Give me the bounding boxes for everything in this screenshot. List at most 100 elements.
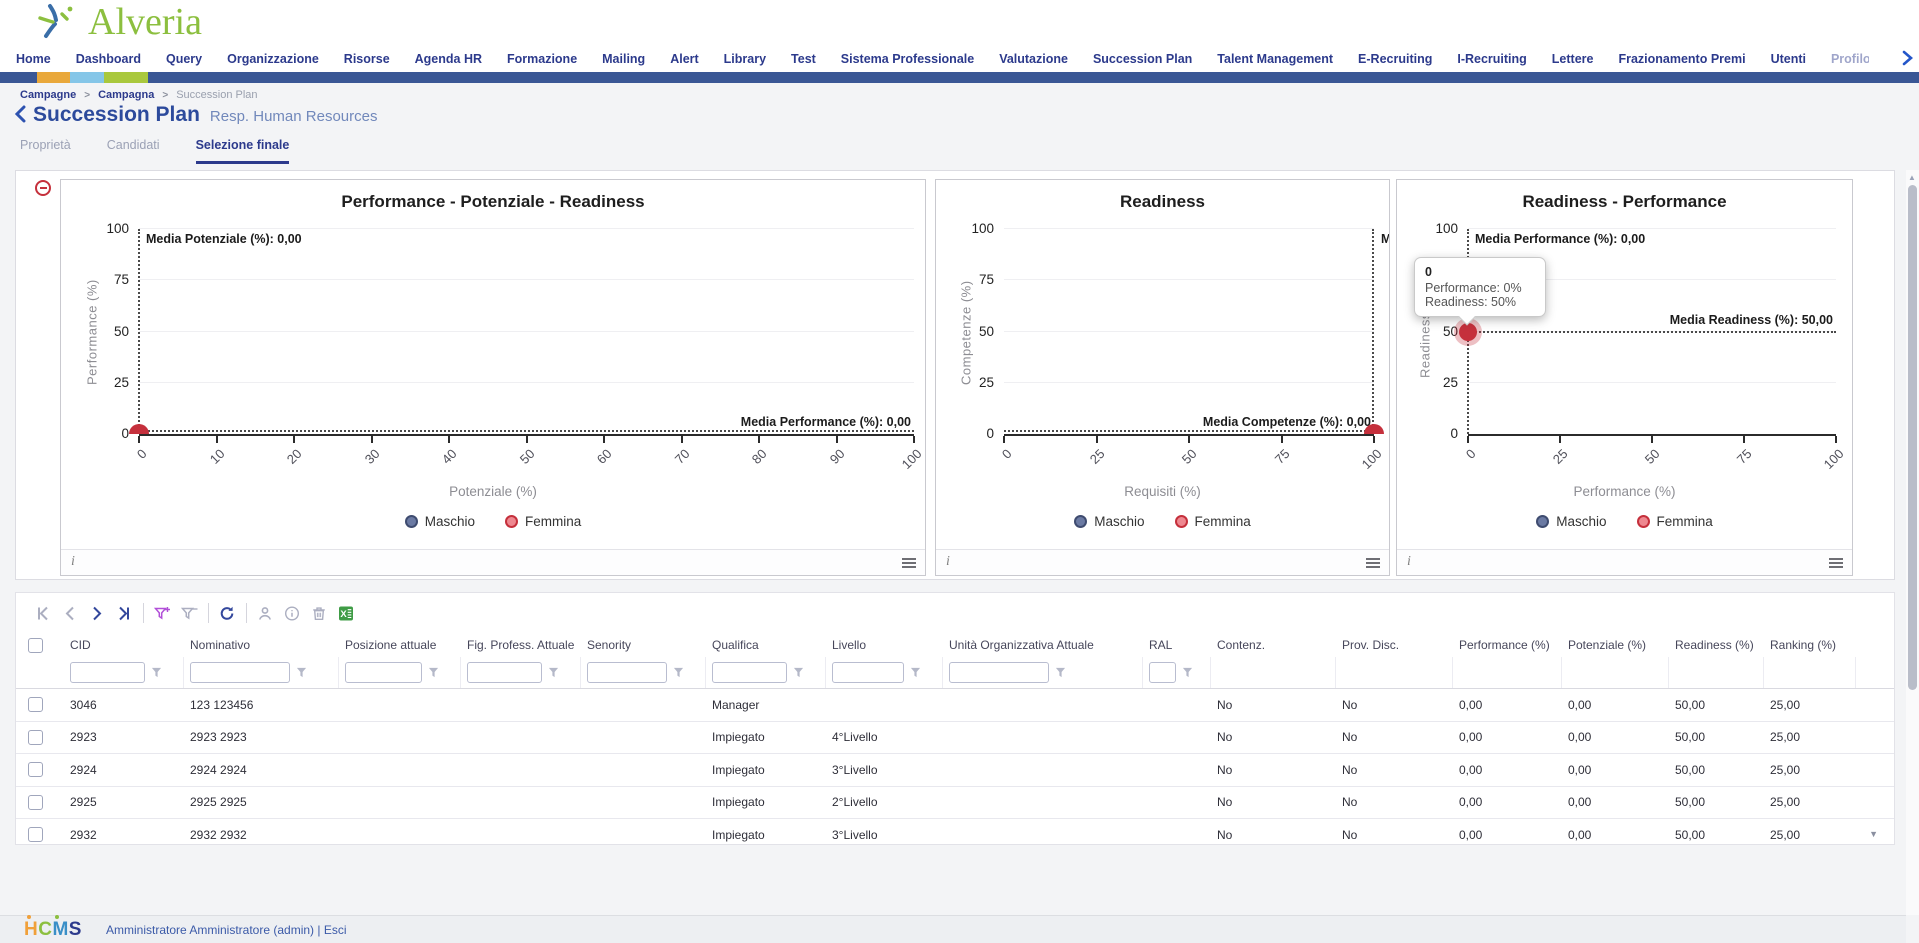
tab-propriet[interactable]: Proprietà xyxy=(20,138,71,152)
tab-candidati[interactable]: Candidati xyxy=(106,138,160,152)
filter-funnel-icon[interactable] xyxy=(910,667,921,678)
data-point[interactable] xyxy=(1364,424,1384,434)
nav-item-test[interactable]: Test xyxy=(791,52,816,66)
refresh-icon[interactable] xyxy=(214,602,241,624)
column-header-potenziale[interactable]: Potenziale (%) xyxy=(1568,638,1647,652)
user-icon[interactable] xyxy=(252,602,279,624)
nav-item-talent-management[interactable]: Talent Management xyxy=(1217,52,1334,66)
filter-input-senority[interactable] xyxy=(587,662,667,683)
filter-input-unit-organizzativa-attuale[interactable] xyxy=(949,662,1049,683)
info-icon[interactable] xyxy=(279,602,306,624)
column-header-contenz[interactable]: Contenz. xyxy=(1217,638,1266,652)
filter-funnel-icon[interactable] xyxy=(673,667,684,678)
legend-item-maschio[interactable]: Maschio xyxy=(1074,514,1145,529)
nav-overflow-chevron-icon[interactable] xyxy=(1901,50,1913,71)
scrollbar-thumb[interactable] xyxy=(1908,185,1917,690)
breadcrumb-item-campagne[interactable]: Campagne xyxy=(20,89,77,101)
filter-input-cid[interactable] xyxy=(70,662,145,683)
filter-input-livello[interactable] xyxy=(832,662,904,683)
nav-item-organizzazione[interactable]: Organizzazione xyxy=(227,52,319,66)
column-header-qualifica[interactable]: Qualifica xyxy=(712,638,759,652)
column-header-unit-organizzativa-attuale[interactable]: Unità Organizzativa Attuale xyxy=(949,638,1094,652)
info-icon[interactable]: i xyxy=(946,554,950,569)
nav-item-profilo[interactable]: Profilo xyxy=(1830,52,1869,66)
column-header-livello[interactable]: Livello xyxy=(832,638,867,652)
alveria-logo[interactable]: Alveria xyxy=(36,0,202,51)
nav-item-risorse[interactable]: Risorse xyxy=(343,52,390,66)
nav-item-alert[interactable]: Alert xyxy=(670,52,699,66)
scrollbar-up-icon[interactable]: ▲ xyxy=(1908,173,1916,182)
export-excel-icon[interactable]: X xyxy=(333,602,360,624)
filter-input-fig-profess-attuale[interactable] xyxy=(467,662,542,683)
legend-item-femmina[interactable]: Femmina xyxy=(1174,514,1251,529)
legend-item-femmina[interactable]: Femmina xyxy=(1636,514,1713,529)
breadcrumb-item-campagna[interactable]: Campagna xyxy=(98,89,155,101)
last-page-icon[interactable] xyxy=(111,602,138,624)
table-row[interactable]: 2925 2925 2925 Impiegato 2°Livello No No 0,00 0… xyxy=(16,787,1894,819)
filter-funnel-icon[interactable] xyxy=(548,667,559,678)
table-row[interactable]: 3046 123 123456 Manager No No 0,00 0,00 50,00 25… xyxy=(16,689,1894,722)
filter-funnel-icon[interactable] xyxy=(296,667,307,678)
back-icon[interactable] xyxy=(14,105,27,128)
data-point[interactable] xyxy=(1459,322,1477,341)
filter-funnel-icon[interactable] xyxy=(793,667,804,678)
select-all-checkbox[interactable] xyxy=(28,637,43,653)
row-checkbox[interactable] xyxy=(28,762,43,778)
nav-item-utenti[interactable]: Utenti xyxy=(1770,52,1806,66)
nav-item-library[interactable]: Library xyxy=(723,52,767,66)
nav-item-lettere[interactable]: Lettere xyxy=(1551,52,1594,66)
filter-funnel-icon[interactable] xyxy=(1182,667,1193,678)
nav-item-home[interactable]: Home xyxy=(16,52,51,66)
filter-input-nominativo[interactable] xyxy=(190,662,290,683)
nav-item-succession-plan[interactable]: Succession Plan xyxy=(1092,52,1193,66)
filter-funnel-icon[interactable] xyxy=(428,667,439,678)
filter-input-ral[interactable] xyxy=(1149,662,1176,683)
collapse-panel-icon[interactable] xyxy=(35,180,51,196)
legend-item-femmina[interactable]: Femmina xyxy=(505,514,581,529)
page-scrollbar[interactable]: ▲ xyxy=(1906,170,1919,915)
table-row[interactable]: 2924 2924 2924 Impiegato 3°Livello No No 0,00 0… xyxy=(16,754,1894,787)
next-page-icon[interactable] xyxy=(84,602,111,624)
column-header-fig-profess-attuale[interactable]: Fig. Profess. Attuale xyxy=(467,638,575,652)
chart-menu-icon[interactable] xyxy=(1366,558,1380,568)
first-page-icon[interactable] xyxy=(30,602,57,624)
column-header-cid[interactable]: CID xyxy=(70,638,91,652)
column-header-posizione-attuale[interactable]: Posizione attuale xyxy=(345,638,437,652)
info-icon[interactable]: i xyxy=(71,554,75,569)
chart-menu-icon[interactable] xyxy=(902,558,916,568)
prev-page-icon[interactable] xyxy=(57,602,84,624)
table-row[interactable]: 2932 2932 2932 Impiegato 3°Livello No No 0,00 0… xyxy=(16,819,1894,844)
filter-input-posizione-attuale[interactable] xyxy=(345,662,422,683)
legend-item-maschio[interactable]: Maschio xyxy=(1536,514,1607,529)
nav-item-sistema-professionale[interactable]: Sistema Professionale xyxy=(840,52,975,66)
table-row[interactable]: 2923 2923 2923 Impiegato 4°Livello No No 0,00 0… xyxy=(16,722,1894,754)
nav-item-frazionamento-premi[interactable]: Frazionamento Premi xyxy=(1618,52,1746,66)
footer-user-text[interactable]: Amministratore Amministratore (admin) | … xyxy=(105,922,347,937)
column-header-performance[interactable]: Performance (%) xyxy=(1459,638,1550,652)
tab-selezione-finale[interactable]: Selezione finale xyxy=(195,138,290,164)
row-checkbox[interactable] xyxy=(28,697,43,713)
add-filter-icon[interactable] xyxy=(149,602,176,624)
legend-item-maschio[interactable]: Maschio xyxy=(404,514,475,529)
chart-menu-icon[interactable] xyxy=(1829,558,1843,568)
delete-icon[interactable] xyxy=(306,602,333,624)
nav-item-dashboard[interactable]: Dashboard xyxy=(75,52,142,66)
row-checkbox[interactable] xyxy=(28,794,43,810)
clear-filter-icon[interactable] xyxy=(176,602,203,624)
nav-item-valutazione[interactable]: Valutazione xyxy=(999,52,1068,66)
filter-input-qualifica[interactable] xyxy=(712,662,787,683)
nav-item-e-recruiting[interactable]: E-Recruiting xyxy=(1358,52,1433,66)
column-header-senority[interactable]: Senority xyxy=(587,638,632,652)
filter-funnel-icon[interactable] xyxy=(151,667,162,678)
nav-item-mailing[interactable]: Mailing xyxy=(602,52,646,66)
column-header-readiness[interactable]: Readiness (%) xyxy=(1675,638,1754,652)
nav-item-query[interactable]: Query xyxy=(166,52,203,66)
nav-item-formazione[interactable]: Formazione xyxy=(507,52,578,66)
info-icon[interactable]: i xyxy=(1407,554,1411,569)
data-point[interactable] xyxy=(129,424,149,434)
table-scroll-down-icon[interactable]: ▼ xyxy=(1869,829,1878,839)
column-header-nominativo[interactable]: Nominativo xyxy=(190,638,251,652)
filter-funnel-icon[interactable] xyxy=(1055,667,1066,678)
column-header-ral[interactable]: RAL xyxy=(1149,638,1173,652)
row-checkbox[interactable] xyxy=(28,827,43,843)
